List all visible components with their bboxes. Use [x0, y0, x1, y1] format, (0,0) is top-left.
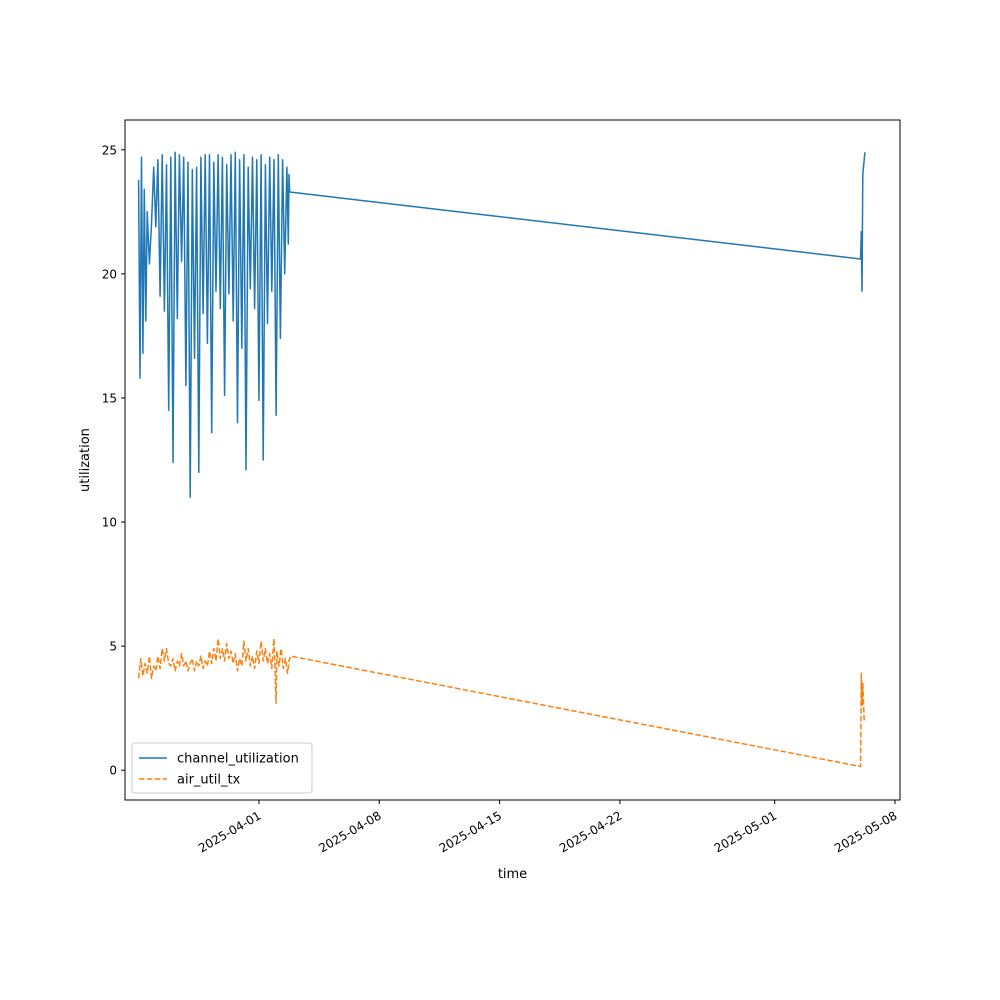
y-tick-label: 20	[102, 267, 117, 281]
series-line-channel_utilization	[137, 151, 866, 498]
plot-series	[137, 151, 866, 768]
y-tick-label: 5	[109, 640, 117, 654]
y-axis-label: utilization	[78, 428, 93, 492]
legend-box	[131, 742, 313, 794]
y-tick-label: 0	[109, 764, 117, 778]
y-axis: 0 5 10 15 20 25	[102, 143, 125, 778]
legend: channel_utilization air_util_tx	[131, 742, 313, 794]
y-tick-label: 10	[102, 516, 117, 530]
legend-label-air_util_tx: air_util_tx	[177, 773, 241, 788]
y-tick-label: 15	[102, 391, 117, 405]
legend-label-channel_utilization: channel_utilization	[177, 752, 299, 767]
y-tick-label: 25	[102, 143, 117, 157]
plot-frame	[124, 119, 901, 801]
x-axis-label: time	[498, 867, 527, 882]
series-line-air_util_tx	[137, 637, 865, 768]
